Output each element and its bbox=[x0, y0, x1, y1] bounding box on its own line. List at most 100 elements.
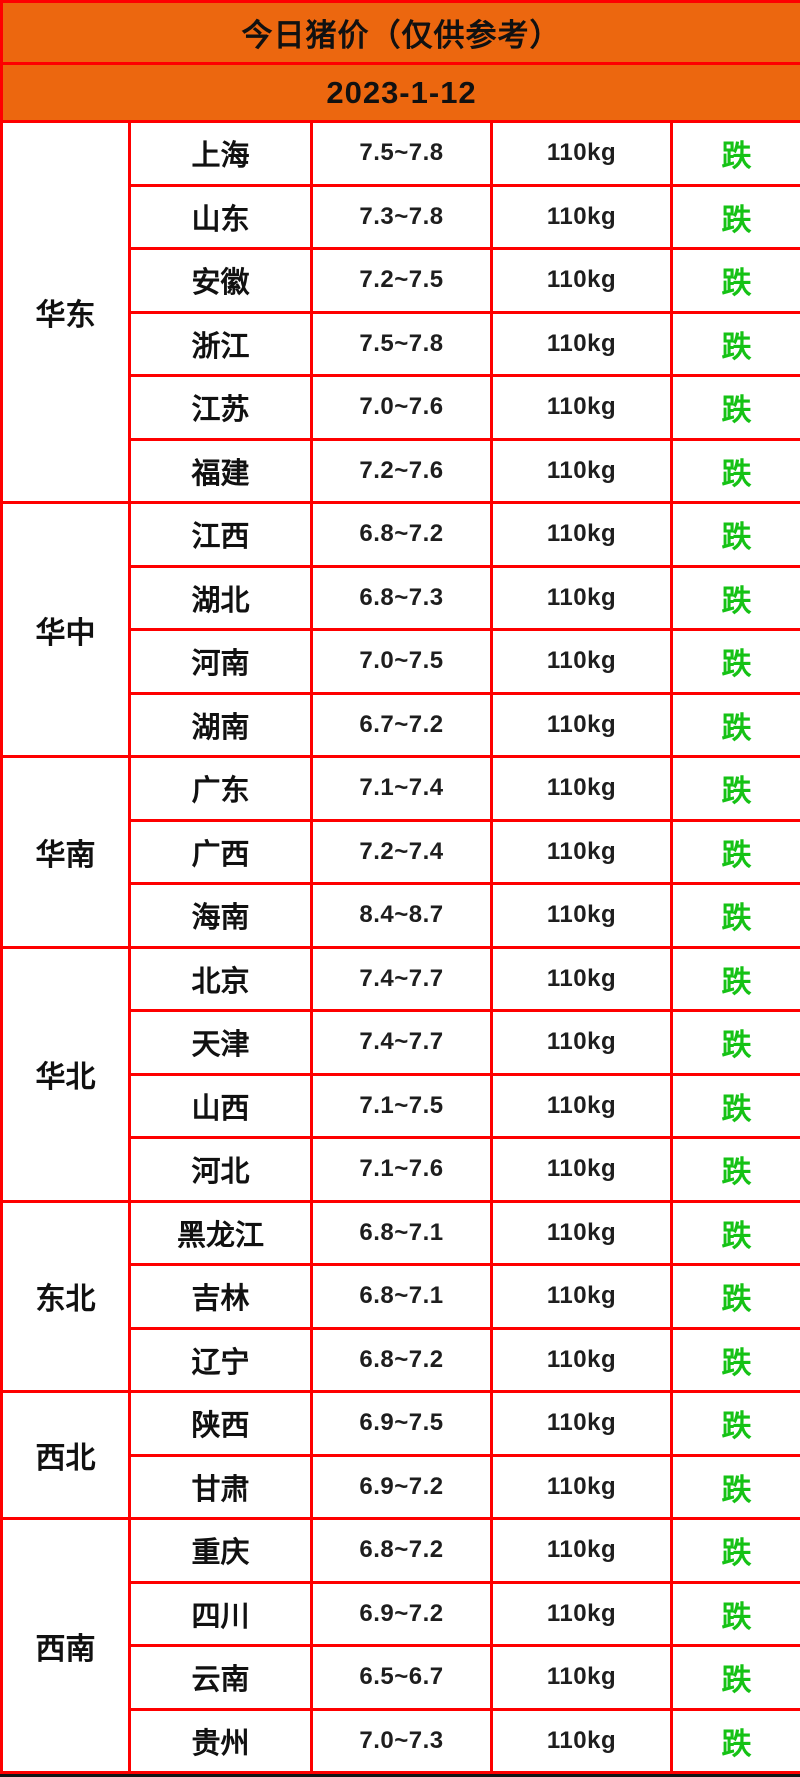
table-row: 江苏 7.0~7.6 110kg 跌 bbox=[2, 374, 800, 441]
price-cell: 6.9~7.2 bbox=[310, 1580, 493, 1647]
price-cell: 6.8~7.3 bbox=[310, 564, 493, 631]
table-row: 河北 7.1~7.6 110kg 跌 bbox=[2, 1136, 800, 1203]
status-cell: 跌 bbox=[669, 120, 800, 187]
price-cell: 6.8~7.2 bbox=[310, 1517, 493, 1584]
status-cell: 跌 bbox=[669, 945, 800, 1012]
table-row: 西南 重庆 6.8~7.2 110kg 跌 bbox=[0, 1517, 800, 1774]
status-cell: 跌 bbox=[669, 564, 800, 631]
province-cell: 四川 bbox=[128, 1580, 313, 1647]
table-row: 山西 7.1~7.5 110kg 跌 bbox=[2, 1072, 800, 1139]
weight-cell: 110kg bbox=[490, 501, 673, 568]
table-row: 华中 江西 6.8~7.2 110kg 跌 bbox=[0, 501, 800, 758]
price-cell: 7.5~7.8 bbox=[310, 120, 493, 187]
weight-cell: 110kg bbox=[490, 374, 673, 441]
table-row: 华南 广东 7.1~7.4 110kg 跌 bbox=[0, 755, 800, 949]
weight-cell: 110kg bbox=[490, 755, 673, 822]
weight-cell: 110kg bbox=[490, 945, 673, 1012]
weight-cell: 110kg bbox=[490, 437, 673, 504]
province-cell: 天津 bbox=[128, 1009, 313, 1076]
date-row: 2023-1-12 bbox=[0, 62, 800, 123]
weight-cell: 110kg bbox=[490, 1199, 673, 1266]
price-cell: 6.5~6.7 bbox=[310, 1644, 493, 1711]
table-row: 吉林 6.8~7.1 110kg 跌 bbox=[2, 1263, 800, 1330]
price-cell: 7.3~7.8 bbox=[310, 183, 493, 250]
province-cell: 湖南 bbox=[128, 691, 313, 758]
price-cell: 6.9~7.5 bbox=[310, 1390, 493, 1457]
table-row: 四川 6.9~7.2 110kg 跌 bbox=[2, 1580, 800, 1647]
status-cell: 跌 bbox=[669, 310, 800, 377]
price-cell: 6.8~7.2 bbox=[310, 501, 493, 568]
province-cell: 辽宁 bbox=[128, 1326, 313, 1393]
table-row: 西北 陕西 6.9~7.5 110kg 跌 bbox=[0, 1390, 800, 1520]
table-row: 海南 8.4~8.7 110kg 跌 bbox=[2, 882, 800, 949]
price-cell: 7.5~7.8 bbox=[310, 310, 493, 377]
date-label: 2023-1-12 bbox=[0, 62, 800, 123]
status-cell: 跌 bbox=[669, 1644, 800, 1711]
weight-cell: 110kg bbox=[490, 1263, 673, 1330]
price-cell: 6.8~7.2 bbox=[310, 1326, 493, 1393]
price-cell: 8.4~8.7 bbox=[310, 882, 493, 949]
table-row: 浙江 7.5~7.8 110kg 跌 bbox=[2, 310, 800, 377]
province-cell: 河南 bbox=[128, 628, 313, 695]
status-cell: 跌 bbox=[669, 628, 800, 695]
status-cell: 跌 bbox=[669, 1580, 800, 1647]
province-cell: 山东 bbox=[128, 183, 313, 250]
price-cell: 7.4~7.7 bbox=[310, 945, 493, 1012]
weight-cell: 110kg bbox=[490, 628, 673, 695]
price-cell: 7.0~7.3 bbox=[310, 1707, 493, 1774]
price-cell: 7.1~7.5 bbox=[310, 1072, 493, 1139]
table-row: 华北 北京 7.4~7.7 110kg 跌 bbox=[0, 945, 800, 1203]
price-cell: 7.2~7.5 bbox=[310, 247, 493, 314]
weight-cell: 110kg bbox=[490, 882, 673, 949]
province-cell: 江苏 bbox=[128, 374, 313, 441]
table-row: 河南 7.0~7.5 110kg 跌 bbox=[2, 628, 800, 695]
region-cell: 华南 bbox=[0, 755, 131, 949]
province-cell: 甘肃 bbox=[128, 1453, 313, 1520]
status-cell: 跌 bbox=[669, 1390, 800, 1457]
weight-cell: 110kg bbox=[490, 1326, 673, 1393]
weight-cell: 110kg bbox=[490, 1390, 673, 1457]
province-cell: 云南 bbox=[128, 1644, 313, 1711]
province-cell: 海南 bbox=[128, 882, 313, 949]
table-row: 湖北 6.8~7.3 110kg 跌 bbox=[2, 564, 800, 631]
table-row: 东北 黑龙江 6.8~7.1 110kg 跌 bbox=[0, 1199, 800, 1393]
province-cell: 湖北 bbox=[128, 564, 313, 631]
price-cell: 7.2~7.6 bbox=[310, 437, 493, 504]
status-cell: 跌 bbox=[669, 1199, 800, 1266]
province-cell: 重庆 bbox=[128, 1517, 313, 1584]
weight-cell: 110kg bbox=[490, 1517, 673, 1584]
status-cell: 跌 bbox=[669, 501, 800, 568]
province-cell: 山西 bbox=[128, 1072, 313, 1139]
province-cell: 黑龙江 bbox=[128, 1199, 313, 1266]
status-cell: 跌 bbox=[669, 1707, 800, 1774]
status-cell: 跌 bbox=[669, 183, 800, 250]
region-cell: 西北 bbox=[0, 1390, 131, 1520]
page-title: 今日猪价（仅供参考） bbox=[0, 0, 800, 65]
table-row: 福建 7.2~7.6 110kg 跌 bbox=[2, 437, 800, 504]
province-cell: 陕西 bbox=[128, 1390, 313, 1457]
status-cell: 跌 bbox=[669, 247, 800, 314]
region-cell: 华北 bbox=[0, 945, 131, 1203]
weight-cell: 110kg bbox=[490, 183, 673, 250]
status-cell: 跌 bbox=[669, 1009, 800, 1076]
province-cell: 安徽 bbox=[128, 247, 313, 314]
province-cell: 江西 bbox=[128, 501, 313, 568]
province-cell: 浙江 bbox=[128, 310, 313, 377]
price-cell: 7.0~7.5 bbox=[310, 628, 493, 695]
price-cell: 6.8~7.1 bbox=[310, 1199, 493, 1266]
status-cell: 跌 bbox=[669, 691, 800, 758]
table-row: 天津 7.4~7.7 110kg 跌 bbox=[2, 1009, 800, 1076]
weight-cell: 110kg bbox=[490, 1453, 673, 1520]
table-row: 广西 7.2~7.4 110kg 跌 bbox=[2, 818, 800, 885]
price-cell: 6.9~7.2 bbox=[310, 1453, 493, 1520]
weight-cell: 110kg bbox=[490, 1707, 673, 1774]
weight-cell: 110kg bbox=[490, 247, 673, 314]
status-cell: 跌 bbox=[669, 1326, 800, 1393]
status-cell: 跌 bbox=[669, 882, 800, 949]
province-cell: 福建 bbox=[128, 437, 313, 504]
weight-cell: 110kg bbox=[490, 120, 673, 187]
status-cell: 跌 bbox=[669, 1072, 800, 1139]
weight-cell: 110kg bbox=[490, 564, 673, 631]
province-cell: 上海 bbox=[128, 120, 313, 187]
